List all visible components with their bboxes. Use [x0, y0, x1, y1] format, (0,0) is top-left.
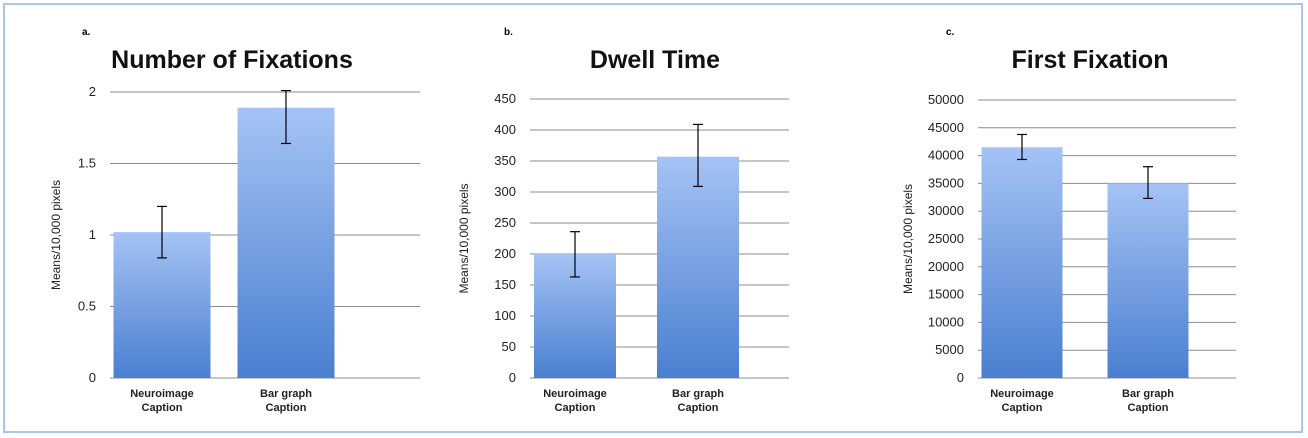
x-category-label: Caption	[1128, 402, 1169, 414]
bar	[1107, 183, 1189, 378]
error-bar	[157, 205, 167, 259]
chart-title: Dwell Time	[590, 46, 720, 74]
y-tick-label: 200	[494, 246, 516, 261]
chart-svg: a. Number of Fixations 0 0.5 1 1.5 2 Means/10,0…	[49, 27, 420, 414]
error-bar	[570, 231, 580, 278]
panel-letter: c.	[946, 27, 955, 38]
error-bar	[1143, 166, 1153, 200]
y-tick-label: 0	[509, 370, 516, 385]
bar	[657, 156, 739, 378]
x-category-label: Caption	[678, 402, 719, 414]
y-tick-label: 1	[89, 227, 96, 242]
y-axis-label: Means/10,000 pixels	[49, 180, 63, 290]
y-tick-label: 250	[494, 215, 516, 230]
y-tick-label: 45000	[928, 120, 964, 135]
panel-letter: a.	[82, 27, 91, 38]
chart-svg: c. First Fixation 0 5000 10000 15000 20000 2500…	[901, 27, 1236, 414]
figure-frame	[3, 3, 1303, 433]
error-bar	[1017, 133, 1027, 161]
y-tick-label: 1.5	[78, 156, 96, 171]
y-tick-label: 2	[89, 84, 96, 99]
y-axis-label: Means/10,000 pixels	[457, 183, 471, 293]
y-tick-label: 20000	[928, 259, 964, 274]
error-bar	[693, 123, 703, 188]
x-category-label: Neuroimage	[130, 388, 194, 400]
y-tick-label: 300	[494, 184, 516, 199]
x-category-label: Bar graph	[260, 388, 312, 400]
panel-letter: b.	[504, 27, 513, 38]
y-tick-label: 25000	[928, 231, 964, 246]
y-axis-label: Means/10,000 pixels	[901, 184, 915, 294]
chart-panel-c: c. First Fixation 0 5000 10000 15000 20000 2500…	[872, 0, 1308, 438]
x-category-label: Neuroimage	[990, 388, 1054, 400]
x-category-label: Caption	[555, 402, 596, 414]
error-bar	[281, 89, 291, 145]
y-tick-label: 40000	[928, 148, 964, 163]
chart-panel-a: a. Number of Fixations 0 0.5 1 1.5 2 Means/10,0…	[0, 0, 440, 438]
y-tick-label: 10000	[928, 314, 964, 329]
x-category-label: Caption	[1002, 402, 1043, 414]
x-category-label: Bar graph	[1122, 388, 1174, 400]
y-tick-label: 350	[494, 153, 516, 168]
y-tick-label: 15000	[928, 287, 964, 302]
y-tick-label: 400	[494, 122, 516, 137]
bar	[981, 147, 1063, 378]
x-category-label: Caption	[142, 402, 183, 414]
y-tick-label: 35000	[928, 175, 964, 190]
y-tick-label: 450	[494, 91, 516, 106]
chart-panel-b: b. Dwell Time 0 50 100 150 200 250 300 350 400 450 M…	[436, 0, 872, 438]
y-tick-label: 30000	[928, 203, 964, 218]
y-tick-label: 0.5	[78, 299, 96, 314]
y-tick-label: 50000	[928, 92, 964, 107]
y-tick-label: 5000	[935, 342, 964, 357]
x-category-label: Caption	[266, 402, 307, 414]
y-tick-label: 150	[494, 277, 516, 292]
bar	[237, 107, 335, 378]
y-tick-label: 0	[957, 370, 964, 385]
y-tick-label: 100	[494, 308, 516, 323]
x-category-label: Bar graph	[672, 388, 724, 400]
chart-svg: b. Dwell Time 0 50 100 150 200 250 300 350 400 450 M…	[457, 27, 789, 414]
x-category-label: Neuroimage	[543, 388, 607, 400]
y-tick-label: 0	[89, 370, 96, 385]
y-tick-label: 50	[502, 339, 516, 354]
chart-title: First Fixation	[1012, 46, 1169, 74]
chart-title: Number of Fixations	[111, 46, 353, 74]
